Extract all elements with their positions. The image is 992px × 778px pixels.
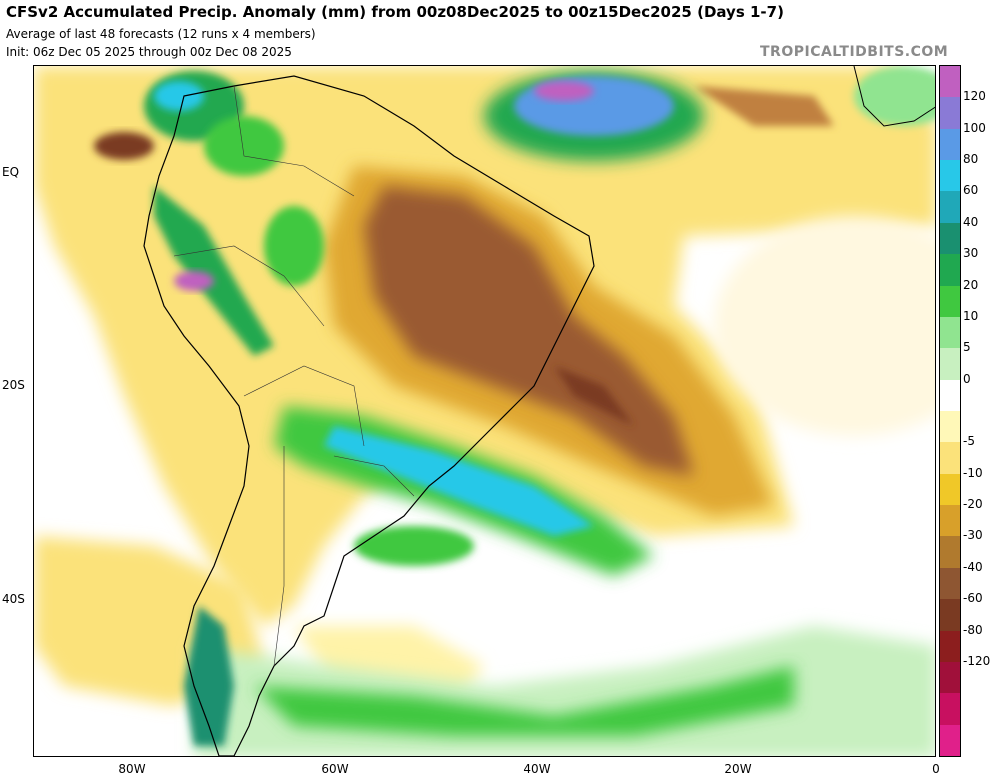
lat-label-20s: 20S xyxy=(2,378,25,392)
colorbar-segment xyxy=(940,285,960,318)
colorbar-segment xyxy=(940,97,960,130)
colorbar-segment xyxy=(940,473,960,506)
lon-label-20w: 20W xyxy=(724,762,752,776)
colorbar-label: 40 xyxy=(963,214,979,229)
colorbar-segment xyxy=(940,411,960,443)
wet-blob-atlantic-core xyxy=(514,76,674,136)
wet-andes-peru xyxy=(154,186,274,356)
colorbar-label: -80 xyxy=(963,622,983,637)
colorbar xyxy=(939,65,961,757)
colorbar-segment xyxy=(940,66,960,98)
colorbar-label: -120 xyxy=(963,653,991,668)
colorbar-label: -10 xyxy=(963,465,983,480)
country-borders xyxy=(173,85,415,667)
pale-mid-atlantic xyxy=(714,216,935,436)
colorbar-label: 5 xyxy=(963,340,971,355)
precip-anomaly-map xyxy=(33,65,936,757)
colorbar-segment xyxy=(940,567,960,600)
anomaly-fields xyxy=(34,66,935,756)
colorbar-label: 120 xyxy=(963,89,986,104)
colorbar-segment xyxy=(940,599,960,632)
wet-west-africa xyxy=(854,66,935,126)
lat-label-40s: 40S xyxy=(2,592,25,606)
colorbar-segment xyxy=(940,661,960,694)
colorbar-segment xyxy=(940,630,960,663)
colorbar-label: 30 xyxy=(963,246,979,261)
wet-blob-atlantic-peak xyxy=(534,81,594,101)
colorbar-segment xyxy=(940,316,960,349)
wet-amazon-north xyxy=(204,116,284,176)
colorbar-segment xyxy=(940,536,960,569)
dry-spot-pacific xyxy=(94,132,154,160)
colorbar-label: 60 xyxy=(963,183,979,198)
wet-colombia-core xyxy=(154,81,204,111)
colorbar-label: 10 xyxy=(963,308,979,323)
dry-core-coast xyxy=(554,366,634,426)
wet-argentina xyxy=(354,526,474,566)
brand-watermark: TROPICALTIDBITS.COM xyxy=(760,44,949,60)
colorbar-segment xyxy=(940,222,960,255)
colorbar-label: 0 xyxy=(963,371,971,386)
colorbar-segment xyxy=(940,191,960,224)
colorbar-segment xyxy=(940,128,960,161)
lon-label-40w: 40W xyxy=(523,762,551,776)
continent-outline xyxy=(143,75,595,756)
colorbar-segment xyxy=(940,254,960,287)
colorbar-segment xyxy=(940,379,960,412)
colorbar-label: -30 xyxy=(963,528,983,543)
colorbar-segment xyxy=(940,348,960,381)
colorbar-segment xyxy=(940,693,960,726)
map-title: CFSv2 Accumulated Precip. Anomaly (mm) f… xyxy=(6,3,784,21)
colorbar-label: -5 xyxy=(963,434,975,449)
lon-label-60w: 60W xyxy=(321,762,349,776)
wet-andes-peak xyxy=(174,271,214,291)
map-canvas xyxy=(34,66,935,756)
lon-label-0: 0 xyxy=(932,762,940,776)
colorbar-label: -60 xyxy=(963,591,983,606)
wet-amazon-west xyxy=(264,206,324,286)
colorbar-label: -20 xyxy=(963,497,983,512)
dry-band-north xyxy=(694,86,834,126)
lat-label-eq: EQ xyxy=(2,165,20,179)
colorbar-label: 20 xyxy=(963,277,979,292)
map-subtitle-forecasts: Average of last 48 forecasts (12 runs x … xyxy=(6,27,316,41)
colorbar-label: -40 xyxy=(963,559,983,574)
africa-outline xyxy=(853,66,935,127)
map-subtitle-init: Init: 06z Dec 05 2025 through 00z Dec 08… xyxy=(6,45,292,59)
colorbar-segment xyxy=(940,505,960,537)
wet-south-ocean-core xyxy=(254,666,794,736)
wet-patagonia xyxy=(184,606,234,746)
colorbar-segment xyxy=(940,442,960,475)
wet-band-core xyxy=(324,426,594,536)
colorbar-label: 100 xyxy=(963,120,986,135)
colorbar-label: 80 xyxy=(963,152,979,167)
colorbar-segment xyxy=(940,160,960,192)
colorbar-segment xyxy=(940,724,960,757)
lon-label-80w: 80W xyxy=(118,762,146,776)
